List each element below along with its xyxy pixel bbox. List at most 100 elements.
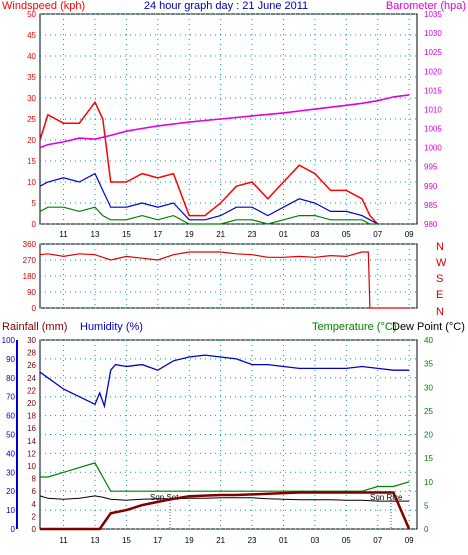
dir-y-tick: 90 xyxy=(27,288,36,297)
humidity-y-tick: 30 xyxy=(6,468,15,477)
wind-y-tick: 35 xyxy=(27,73,36,82)
temperature-line xyxy=(40,462,410,492)
temp-x-tick: 13 xyxy=(91,536,100,545)
wind-y-tick: 45 xyxy=(27,31,36,40)
temp-y-tick: 5 xyxy=(424,501,429,510)
wind-y-tick: 40 xyxy=(27,52,36,61)
temp-x-tick: 21 xyxy=(216,536,225,545)
temperature-label: Temperature (°C) xyxy=(312,321,396,333)
wind-y-tick: 10 xyxy=(27,178,36,187)
temperature-axis: 0 5 10 15 20 25 30 35 40 xyxy=(424,336,433,534)
wind-y-tick: 20 xyxy=(27,136,36,145)
baro-y-tick: 1035 xyxy=(424,10,442,19)
rain-y-tick: 16 xyxy=(27,424,36,433)
humidity-y-tick: 100 xyxy=(2,336,16,345)
humidity-y-tick: 80 xyxy=(6,374,15,383)
wind-y-tick: 0 xyxy=(32,220,37,229)
wind-x-tick: 05 xyxy=(342,230,351,239)
humidity-y-tick: 0 xyxy=(11,525,16,534)
temp-x-tick: 09 xyxy=(405,536,414,545)
wind-y-tick: 15 xyxy=(27,157,36,166)
rainfall-line xyxy=(40,491,411,531)
temp-y-tick: 0 xyxy=(424,525,429,534)
rain-y-tick: 0 xyxy=(32,525,37,534)
wind-plot xyxy=(39,94,410,225)
humidity-y-tick: 90 xyxy=(6,355,15,364)
barometer-line xyxy=(39,94,410,149)
wind-x-tick: 03 xyxy=(310,230,319,239)
temp-y-tick: 30 xyxy=(424,383,433,392)
wind-low-line xyxy=(39,206,378,225)
temp-y-tick: 25 xyxy=(424,407,433,416)
baro-y-tick: 995 xyxy=(424,163,438,172)
wind-x-tick: 13 xyxy=(91,230,100,239)
temp-x-tick: 01 xyxy=(279,536,288,545)
rain-y-tick: 24 xyxy=(27,374,36,383)
humidity-y-tick: 40 xyxy=(6,449,15,458)
wind-x-tick: 23 xyxy=(248,230,257,239)
humidity-label: Humidity (%) xyxy=(80,321,143,333)
rain-y-tick: 2 xyxy=(32,512,37,521)
rain-y-tick: 30 xyxy=(27,336,36,345)
dir-y-tick: 360 xyxy=(23,240,37,249)
wind-x-tick: 09 xyxy=(405,230,414,239)
temp-x-tick: 11 xyxy=(59,536,68,545)
temp-x-tick: 07 xyxy=(373,536,382,545)
temp-x-tick: 15 xyxy=(122,536,131,545)
rain-y-tick: 6 xyxy=(32,487,37,496)
humidity-y-tick: 10 xyxy=(6,506,15,515)
windspeed-title: Windspeed (kph) xyxy=(2,0,85,12)
temp-x-tick: 19 xyxy=(185,536,194,545)
rain-y-tick: 26 xyxy=(27,361,36,370)
baro-y-tick: 1025 xyxy=(424,48,442,57)
humidity-line xyxy=(39,354,410,409)
wind-panel-grid xyxy=(40,13,417,225)
rain-y-tick: 14 xyxy=(27,437,36,446)
temp-y-tick: 40 xyxy=(424,336,433,345)
rain-y-tick: 4 xyxy=(32,500,37,509)
temp-plot xyxy=(16,340,411,531)
barometer-title: Barometer (hpa) xyxy=(386,0,466,12)
sunset-annotation: Sun Set xyxy=(150,493,179,502)
direction-letters: N W S E N xyxy=(436,241,447,318)
graph-title: 24 hour graph day : 21 June 2011 xyxy=(144,0,308,12)
windspeed-axis: 0 5 10 15 20 25 30 35 40 45 50 xyxy=(27,10,36,229)
baro-y-tick: 1005 xyxy=(424,125,442,134)
wind-y-tick: 50 xyxy=(27,10,36,19)
baro-y-tick: 1010 xyxy=(424,105,442,114)
dir-letter-n-bottom: N xyxy=(436,306,444,318)
rain-y-tick: 10 xyxy=(27,462,36,471)
direction-plot xyxy=(39,251,410,309)
dir-letter-s: S xyxy=(436,273,443,285)
wind-gust-line xyxy=(39,100,379,225)
baro-y-tick: 980 xyxy=(424,220,438,229)
wind-x-tick: 11 xyxy=(59,230,68,239)
baro-y-tick: 990 xyxy=(424,182,438,191)
rain-y-tick: 18 xyxy=(27,412,36,421)
wind-direction-line xyxy=(39,251,410,309)
rainfall-label: Rainfall (mm) xyxy=(2,321,67,333)
dir-letter-n-top: N xyxy=(436,241,444,253)
rain-y-tick: 28 xyxy=(27,349,36,358)
wind-y-tick: 25 xyxy=(27,115,36,124)
dir-y-tick: 180 xyxy=(23,272,37,281)
wind-average-line xyxy=(39,172,378,225)
rain-y-tick: 20 xyxy=(27,399,36,408)
direction-axis: 0 90 180 270 360 xyxy=(23,240,37,313)
dewpoint-line xyxy=(39,495,410,502)
wind-y-tick: 5 xyxy=(32,199,37,208)
humidity-y-tick: 20 xyxy=(6,487,15,496)
wind-x-tick: 01 xyxy=(279,230,288,239)
baro-y-tick: 1020 xyxy=(424,67,442,76)
dir-y-tick: 270 xyxy=(23,256,37,265)
temp-y-tick: 20 xyxy=(424,431,433,440)
temp-y-tick: 35 xyxy=(424,360,433,369)
rain-y-tick: 22 xyxy=(27,386,36,395)
wind-x-tick: 15 xyxy=(122,230,131,239)
sunrise-annotation: Sun Rise xyxy=(370,493,403,502)
temp-x-axis: 11 13 15 17 19 21 23 01 03 05 07 09 xyxy=(59,536,414,545)
wind-x-tick: 17 xyxy=(153,230,162,239)
temp-x-tick: 17 xyxy=(153,536,162,545)
